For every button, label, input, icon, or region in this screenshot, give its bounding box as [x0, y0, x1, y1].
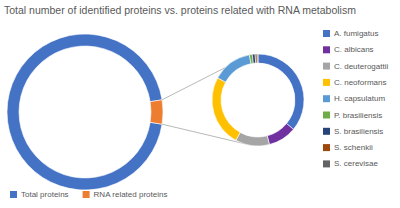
- legend-swatch: [323, 79, 330, 86]
- legend-label: P. brasiliensis: [334, 111, 382, 120]
- slice: [267, 124, 293, 145]
- legend-swatch: [323, 30, 330, 37]
- legend-label: H. capsulatum: [334, 94, 385, 103]
- legend-swatch: [323, 112, 330, 119]
- legend-label: S. schenkii: [334, 143, 373, 152]
- title: Total number of identified proteins vs. …: [4, 4, 356, 16]
- legend-label: S. brasiliensis: [334, 127, 383, 136]
- slice: [7, 34, 162, 190]
- chart: Total number of identified proteins vs. …: [0, 0, 400, 208]
- slice: [236, 132, 270, 146]
- legend-swatch: [10, 191, 17, 198]
- legend-label: C. albicans: [334, 45, 374, 54]
- legend-label: C. deuterogattii: [334, 62, 388, 71]
- slice: [150, 100, 163, 124]
- legend-swatch: [83, 191, 90, 198]
- legend-swatch: [323, 95, 330, 102]
- legend-swatch: [323, 144, 330, 151]
- legend-label: RNA related proteins: [94, 190, 168, 199]
- legend-label: C. neoformans: [334, 78, 386, 87]
- legend-label: S. cerevisae: [334, 159, 379, 168]
- slice: [255, 54, 257, 63]
- slice: [258, 54, 304, 129]
- legend-label: Total proteins: [21, 190, 69, 199]
- legend-swatch: [323, 63, 330, 70]
- slice: [257, 54, 259, 63]
- slice: [212, 78, 240, 140]
- legend-swatch: [323, 46, 330, 53]
- legend-swatch: [323, 128, 330, 135]
- slice: [218, 55, 251, 82]
- legend-swatch: [323, 160, 330, 167]
- legend-label: A. fumigatus: [334, 29, 378, 38]
